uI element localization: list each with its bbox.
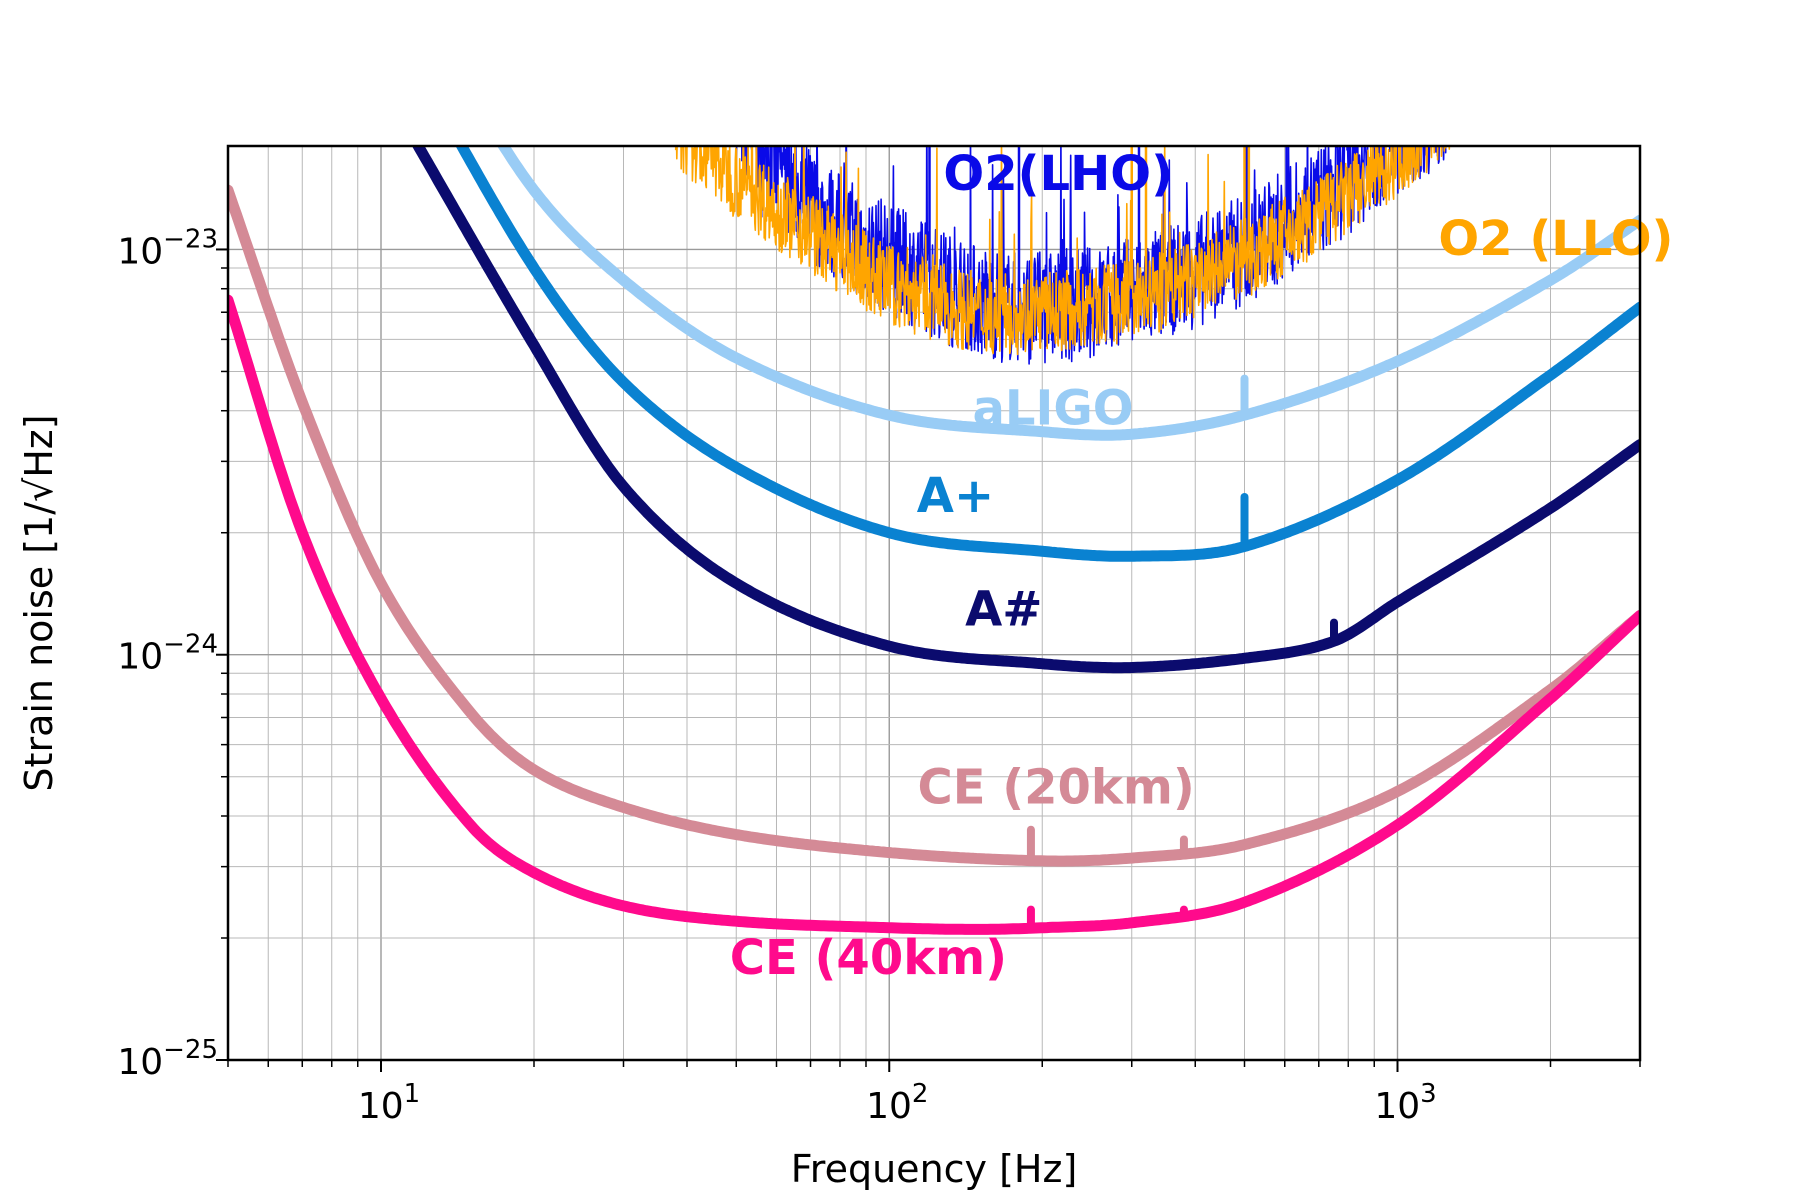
x-tick-label: 103 [1374, 1079, 1436, 1127]
y-axis-label: Strain noise [1/√Hz] [17, 414, 61, 791]
x-axis-label: Frequency [Hz] [791, 1147, 1078, 1191]
label-a: A# [965, 582, 1042, 638]
series-aligo [497, 146, 1640, 441]
y-tick-label: 10−23 [117, 224, 218, 272]
series-ce-20km-line [228, 184, 1640, 867]
series-a-line [455, 146, 1640, 562]
ticks: 101 102 103 10−25 10−24 10−23 [117, 224, 1641, 1127]
series-ce-20km [228, 184, 1640, 867]
series-o2-llo-line [674, 146, 1451, 356]
series-a [455, 146, 1640, 562]
plot-frame [226, 144, 1642, 1062]
series-ce-40km-line [228, 294, 1640, 935]
label-ce-40km: CE (40km) [730, 930, 1007, 986]
grid [227, 146, 1641, 1061]
label-ce-20km: CE (20km) [917, 759, 1194, 815]
series-o2-llo [674, 146, 1451, 356]
series-aligo-line [497, 146, 1640, 441]
label-o2-llo: O2 (LLO) [1438, 211, 1673, 267]
series-layer [228, 146, 1640, 935]
y-tick-label: 10−25 [117, 1035, 218, 1083]
y-tick-label: 10−24 [117, 630, 218, 678]
series-a [411, 146, 1640, 674]
series-ce-40km [228, 294, 1640, 935]
series-a-line [411, 146, 1640, 674]
label-aligo: aLIGO [972, 380, 1133, 436]
x-tick-label: 101 [358, 1079, 420, 1127]
annotation-layer: O2(LHO) O2 (LLO) aLIGO A+ A# CE (20km) CE (40k… [730, 146, 1674, 986]
label-a: A+ [917, 468, 994, 524]
label-o2-lho: O2(LHO) [943, 146, 1173, 202]
x-tick-label: 102 [866, 1079, 928, 1127]
